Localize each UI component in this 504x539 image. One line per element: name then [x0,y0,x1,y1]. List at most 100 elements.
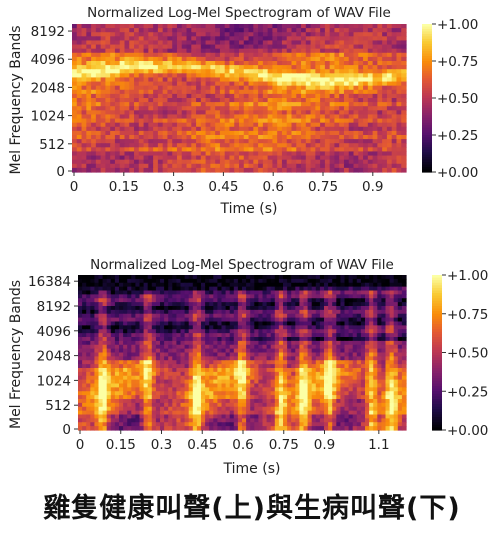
heatmap-cell [196,321,202,326]
heatmap-cell [286,110,293,116]
heatmap-cell [401,155,407,161]
heatmap-cell [164,352,169,357]
heatmap-cell [164,325,169,330]
heatmap-cell [191,28,197,33]
heatmap-cell [234,81,240,87]
heatmap-cell [328,375,333,381]
colorbar-segment [422,100,432,104]
heatmap-cell [196,375,202,381]
heatmap-cell [401,77,407,83]
heatmap-cell [205,52,211,58]
heatmap-cell [329,106,336,111]
heatmap-cell [167,167,173,173]
heatmap-cell [86,298,91,303]
heatmap-cell [369,309,374,315]
heatmap-cell [386,85,393,91]
heatmap-cell [181,77,188,83]
heatmap-cell [267,106,273,111]
heatmap-cell [192,313,198,319]
heatmap-cell [172,56,178,62]
heatmap-cell [153,167,159,173]
heatmap-cell [229,309,235,315]
colorbar-segment [422,120,432,124]
heatmap-cell [124,89,130,95]
heatmap-cell [315,122,321,128]
heatmap-cell [221,360,227,365]
heatmap-cell [381,309,387,315]
heatmap-cell [248,69,254,74]
heatmap-cell [250,302,255,307]
heatmap-cell [215,167,221,173]
heatmap-cell [100,118,106,124]
heatmap-cell [397,379,403,385]
heatmap-cell [344,309,350,315]
heatmap-cell [401,143,407,148]
heatmap-cell [329,143,336,148]
heatmap-cell [310,48,316,54]
heatmap-cell [396,81,402,87]
heatmap-cell [248,81,254,87]
heatmap-cell [127,364,132,369]
heatmap-cell [119,40,126,46]
heatmap-cell [324,73,331,79]
heatmap-cell [164,333,169,338]
heatmap-cell [278,371,284,377]
heatmap-cell [151,344,157,350]
heatmap-cell [272,110,278,116]
heatmap-cell [138,102,145,107]
heatmap-cell [385,340,391,346]
heatmap-cell [81,135,87,140]
heatmap-cell [397,294,403,299]
heatmap-cell [301,93,307,99]
heatmap-cell [86,102,92,107]
heatmap-cell [320,118,326,124]
heatmap-cell [119,61,126,66]
heatmap-cell [215,139,221,144]
heatmap-cell [110,275,116,280]
heatmap-cell [139,313,145,319]
heatmap-cell [274,360,280,365]
heatmap-cell [86,387,91,392]
heatmap-cell [221,325,227,330]
heatmap-cell [353,32,359,37]
heatmap-cell [266,337,272,342]
heatmap-cell [98,364,104,369]
heatmap-cell [224,114,231,120]
heatmap-cell [127,329,132,334]
heatmap-cell [168,278,173,284]
heatmap-cell [343,98,350,103]
heatmap-cell [277,114,283,120]
heatmap-cell [369,375,374,381]
heatmap-cell [82,348,87,354]
heatmap-cell [82,337,87,342]
heatmap-cell [324,364,329,369]
heatmap-cell [201,278,206,284]
heatmap-cell [91,89,97,95]
heatmap-cell [295,344,300,350]
heatmap-cell [307,282,313,288]
heatmap-cell [324,309,329,315]
heatmap-cell [76,36,83,42]
heatmap-cell [205,278,210,284]
heatmap-cell [274,302,280,307]
heatmap-cell [129,167,135,173]
heatmap-cell [233,337,239,342]
heatmap-cell [324,48,331,54]
heatmap [72,24,407,173]
heatmap-cell [237,348,243,354]
heatmap-cell [192,344,198,350]
heatmap-cell [233,313,239,319]
heatmap-cell [274,306,280,311]
heatmap-cell [296,102,302,107]
heatmap-cell [139,298,145,303]
heatmap-cell [155,360,161,365]
heatmap-cell [299,356,305,361]
heatmap-cell [188,321,194,326]
heatmap-cell [329,61,336,66]
heatmap-cell [283,337,288,342]
heatmap-cell [372,24,378,29]
heatmap-cell [243,89,250,95]
heatmap-cell [76,126,83,132]
heatmap-cell [119,143,126,148]
heatmap-cell [229,85,235,91]
